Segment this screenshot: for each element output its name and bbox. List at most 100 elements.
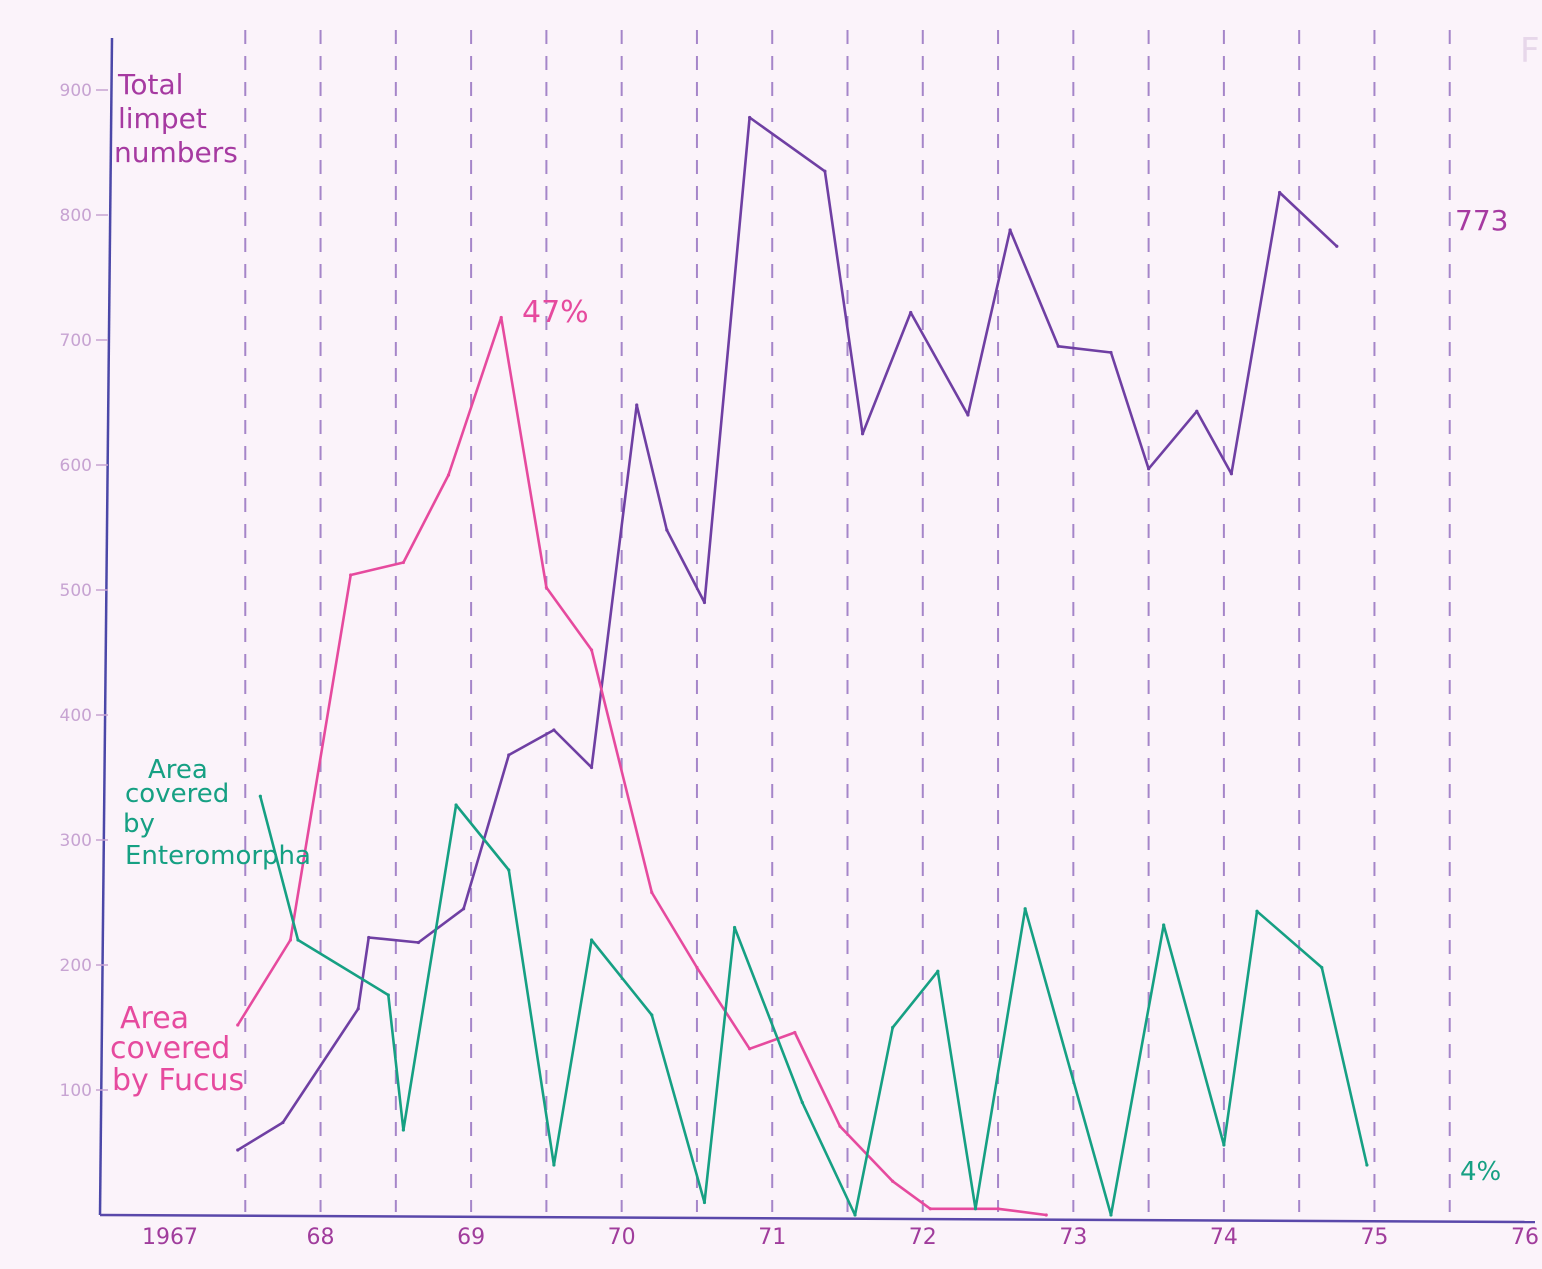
entero-label-line-4: Enteromorpha [125, 841, 311, 871]
limpet-end-label: 773 [1455, 204, 1508, 237]
data-point [748, 1047, 752, 1051]
data-point [1044, 1213, 1048, 1217]
limpet-legend-label: Total limpet numbers [114, 68, 238, 169]
entero-label-line-1: Area [148, 755, 208, 785]
data-point [665, 528, 669, 532]
data-point [1229, 472, 1234, 476]
x-tick-label: 68 [307, 1225, 335, 1250]
data-point [544, 585, 548, 590]
y-tick-label: 100 [60, 1081, 92, 1101]
data-point [454, 803, 458, 807]
data-point [416, 940, 421, 945]
series-line-2 [258, 794, 1369, 1217]
fucus-label-line-2: covered [110, 1031, 230, 1066]
x-tick-label: 73 [1059, 1225, 1087, 1250]
data-point [1023, 907, 1027, 911]
data-point [1147, 467, 1151, 471]
data-point [258, 794, 262, 798]
series-line-1 [236, 316, 1048, 1217]
data-point [356, 1007, 360, 1011]
x-tick-label: 70 [608, 1225, 636, 1250]
data-point [823, 169, 827, 173]
fucus-legend-label: Area covered by Fucus [110, 1001, 244, 1098]
data-point [461, 907, 466, 911]
data-point [860, 432, 865, 436]
x-tick-label: 75 [1360, 1225, 1388, 1250]
data-point [552, 1163, 556, 1167]
data-point [1056, 344, 1060, 348]
data-point [936, 969, 940, 973]
corner-mark: F [1520, 31, 1540, 71]
data-point [1365, 1163, 1369, 1167]
x-tick-label: 71 [758, 1225, 786, 1250]
data-point [909, 310, 913, 315]
data-point [236, 1148, 240, 1152]
series-lines [236, 115, 1369, 1217]
data-point [367, 935, 371, 940]
data-point [1222, 1143, 1226, 1147]
y-tick-label: 300 [60, 831, 92, 851]
data-point [702, 1200, 707, 1205]
limpet-label-line-2: limpet [118, 102, 207, 135]
data-point [650, 890, 654, 895]
data-point [695, 965, 699, 970]
data-point [928, 1207, 932, 1211]
data-point [1109, 1213, 1113, 1217]
data-point [966, 413, 970, 417]
data-point [973, 1207, 978, 1211]
y-tick-label: 400 [60, 706, 92, 726]
data-point [386, 993, 390, 997]
data-point [650, 1013, 654, 1017]
y-axis [98, 37, 114, 1216]
limpet-label-line-1: Total [117, 68, 183, 101]
y-tick-label: 800 [60, 206, 92, 226]
data-point [891, 1025, 895, 1030]
data-point [1109, 350, 1113, 355]
entero-label-line-2: covered [125, 779, 229, 809]
x-tick-labels: 1967 68 69 70 71 72 73 74 75 76 [142, 1225, 1539, 1250]
data-point [891, 1179, 895, 1183]
data-point [446, 473, 451, 477]
data-point [702, 600, 707, 605]
data-point [589, 938, 594, 942]
y-tick-label: 900 [60, 81, 92, 101]
data-point [800, 1100, 804, 1105]
data-point [507, 753, 511, 757]
data-point [552, 728, 556, 732]
data-point [589, 765, 594, 770]
data-point [288, 938, 293, 942]
x-tick-label: 76 [1511, 1225, 1539, 1250]
x-axis [99, 1213, 1536, 1224]
x-tick-label: 1967 [142, 1225, 198, 1250]
data-point [401, 560, 405, 565]
fucus-label-line-1: Area [120, 1001, 189, 1036]
data-point [1195, 409, 1199, 413]
data-point [838, 1124, 842, 1128]
limpet-label-line-3: numbers [114, 136, 238, 169]
data-point [401, 1128, 405, 1132]
x-tick-label: 69 [457, 1225, 485, 1250]
y-tick-label: 700 [60, 331, 92, 351]
data-point [1162, 923, 1166, 927]
data-point [732, 925, 737, 930]
enteromorpha-end-label: 4% [1460, 1157, 1501, 1187]
vertical-gridlines [244, 30, 1451, 1212]
data-point [853, 1213, 857, 1217]
data-point [507, 868, 511, 872]
entero-label-line-3: by [123, 809, 155, 839]
series-line-0 [236, 116, 1339, 1152]
data-point [499, 315, 503, 320]
y-tick-label: 500 [60, 581, 92, 601]
data-point [748, 115, 752, 120]
x-tick-label: 74 [1210, 1225, 1238, 1250]
fucus-peak-label: 47% [522, 295, 589, 330]
data-point [1335, 244, 1339, 248]
y-tick-labels: 100 200 300 400 500 600 700 800 900 [60, 81, 108, 1101]
data-point [1255, 909, 1259, 913]
data-point [996, 1207, 1000, 1211]
data-point [1277, 190, 1282, 195]
data-point [296, 938, 300, 942]
y-tick-label: 600 [60, 456, 92, 476]
data-point [1320, 965, 1324, 970]
